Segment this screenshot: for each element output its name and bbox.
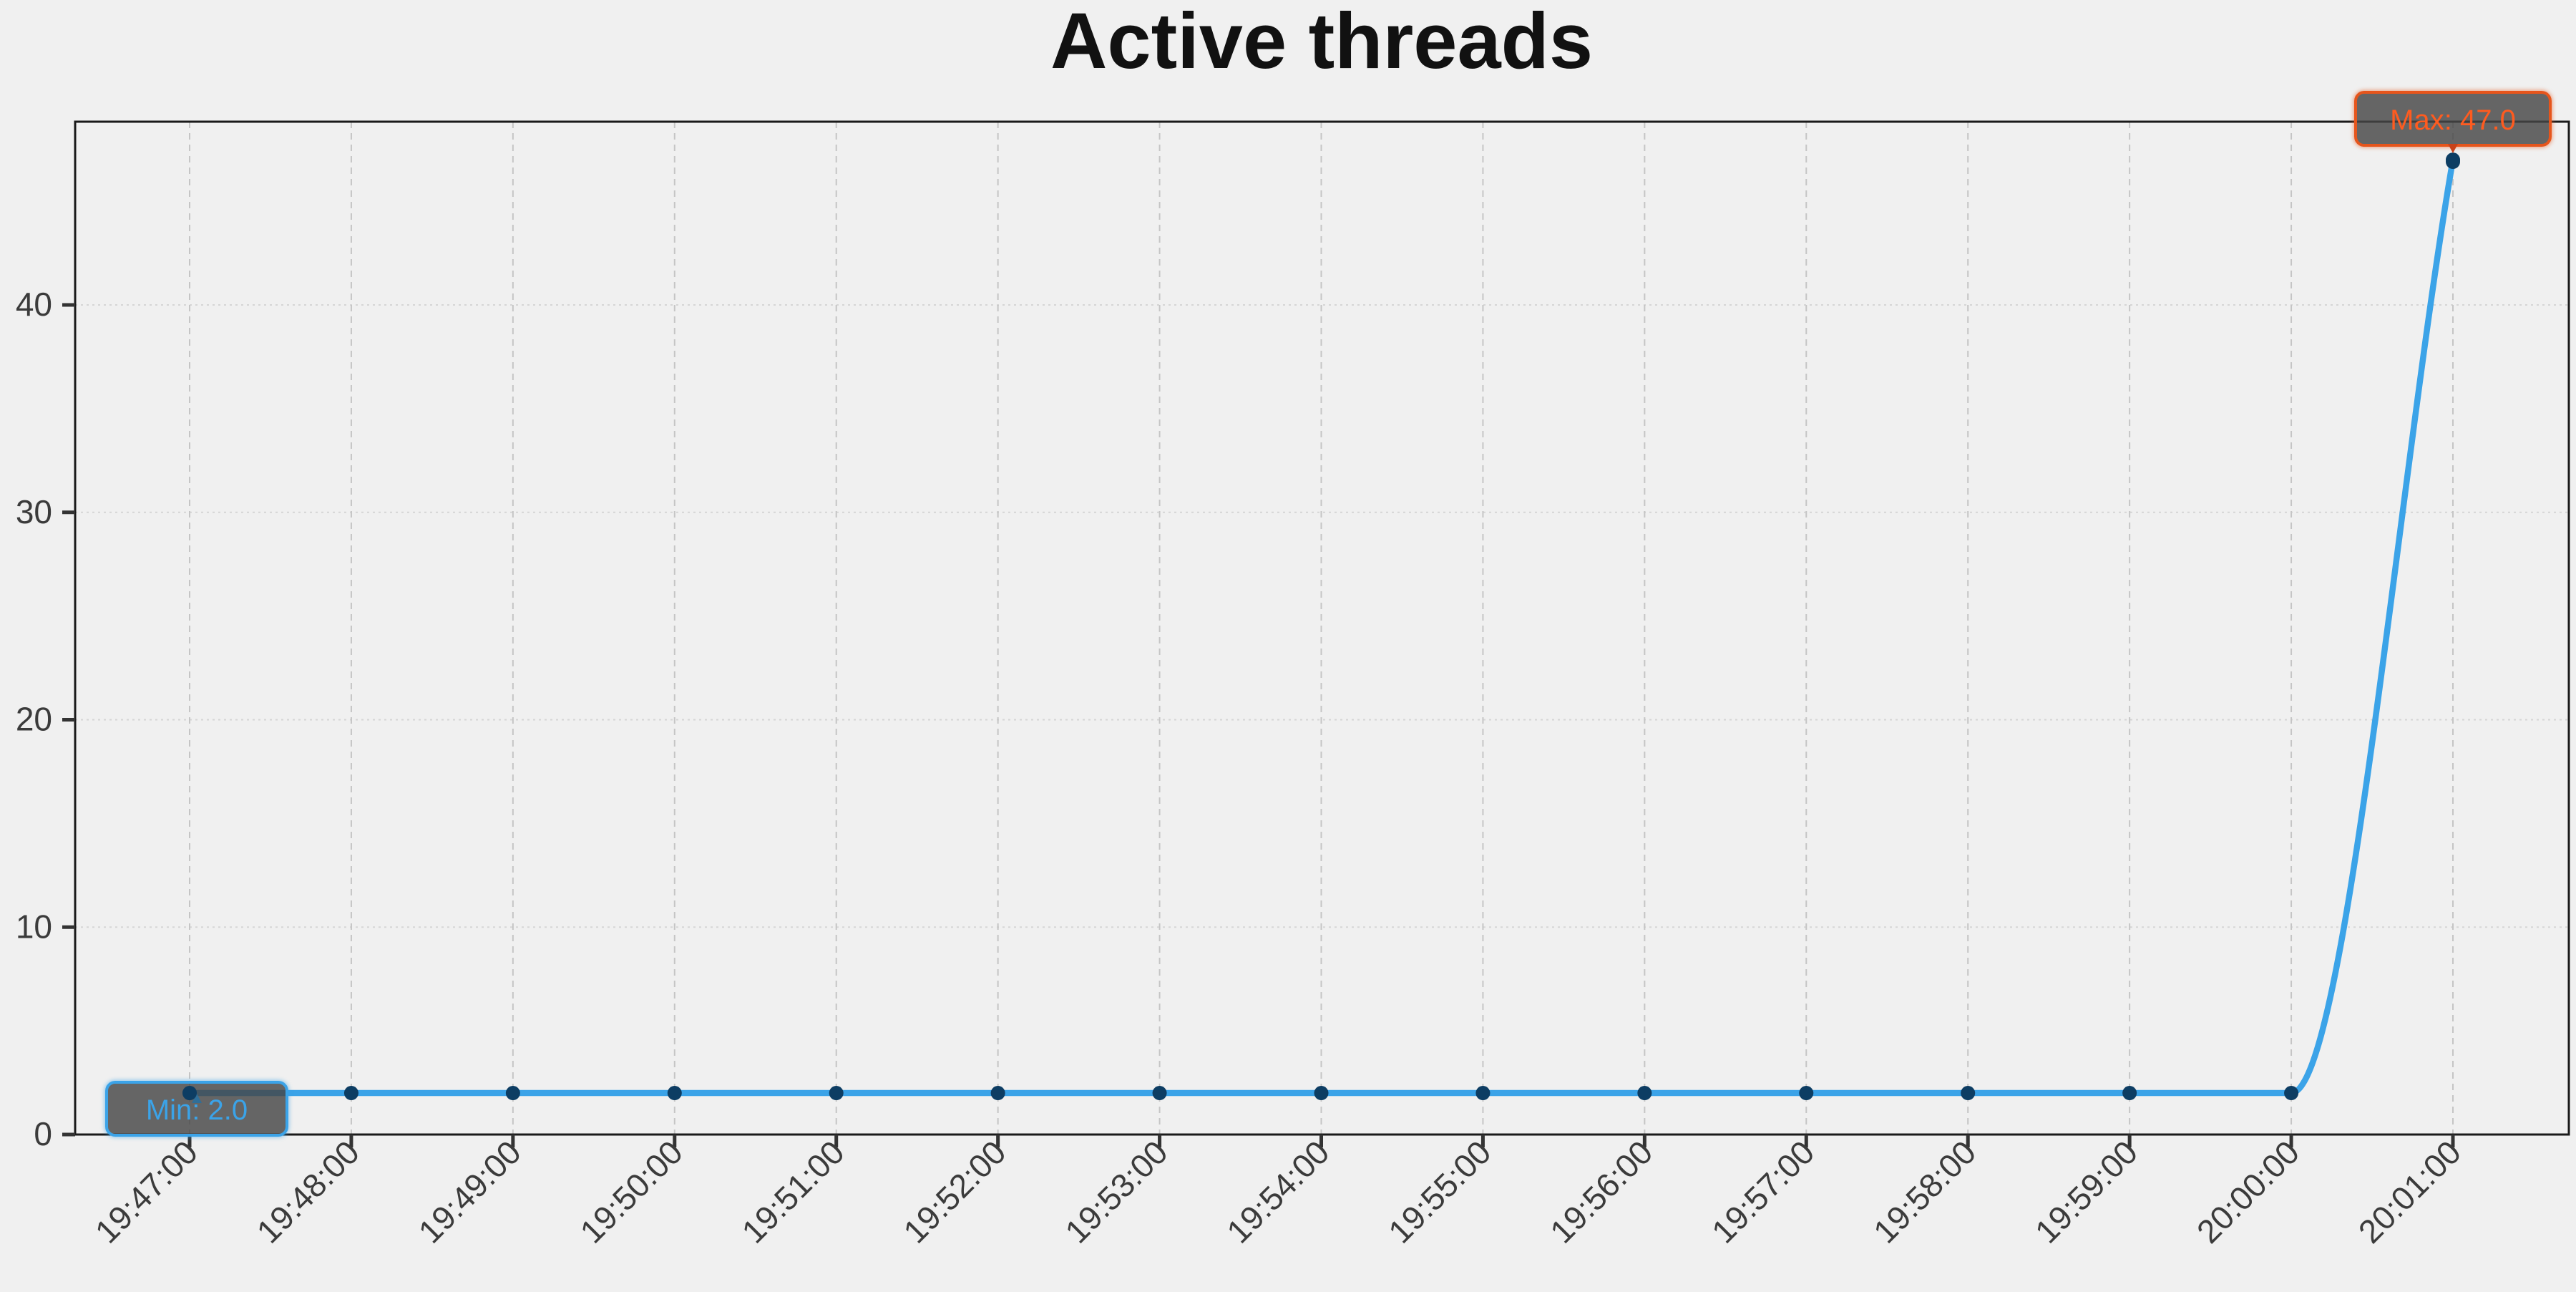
svg-text:Active threads: Active threads (1050, 0, 1593, 85)
svg-text:10: 10 (16, 908, 52, 945)
svg-text:30: 30 (16, 493, 52, 530)
svg-text:40: 40 (16, 286, 52, 323)
svg-text:0: 0 (34, 1115, 52, 1152)
svg-text:20: 20 (16, 701, 52, 738)
